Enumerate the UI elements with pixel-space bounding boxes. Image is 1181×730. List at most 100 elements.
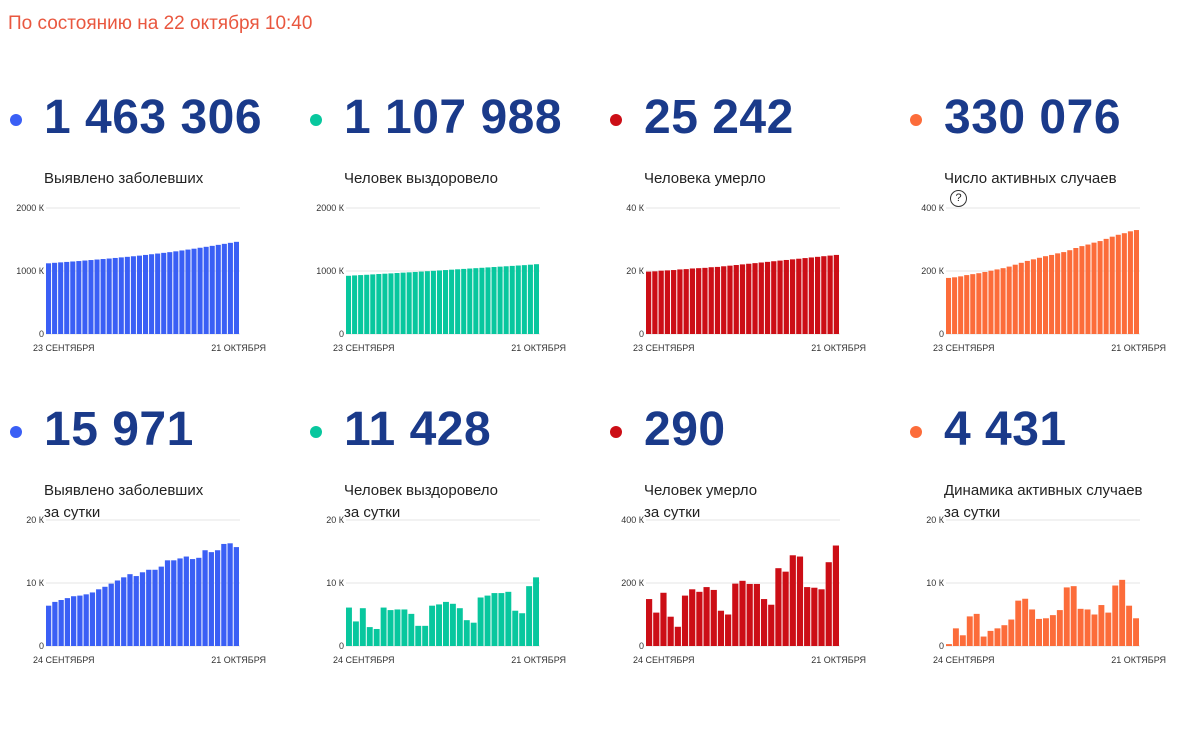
bar [1000,268,1006,334]
bar [203,246,209,334]
bar [179,250,185,334]
bar [1077,608,1084,646]
stat-value: 15 971 [44,403,194,456]
bar [1070,586,1077,646]
bar [380,607,387,646]
bar [443,270,449,335]
stat-value: 25 242 [644,91,794,144]
bar-chart: 0 200 К 400 К 23 СЕНТЯБРЯ 21 ОКТЯБРЯ [921,203,1166,353]
y-tick-label: 10 К [926,578,945,588]
bar [515,265,521,334]
stat-value: 290 [644,403,726,456]
x-start-label: 23 СЕНТЯБРЯ [333,343,395,353]
panel-recovered-total: 1 107 988 Человек выздоровело 0 1000 К 2000 … [310,88,590,418]
bar [415,625,422,646]
y-tick-label: 20 К [326,515,345,525]
legend-dot [310,426,322,438]
bar [1049,615,1056,646]
bar [418,271,424,334]
bar [964,275,970,334]
bar [346,607,352,646]
bar [412,271,418,334]
bar [1006,266,1012,334]
bar [677,269,683,334]
bar [94,259,100,334]
bar [980,636,987,646]
stat-label: Человек выздоровело за сутки [344,480,498,524]
stat-label-line1: Человек выздоровело [344,482,498,499]
bar [752,263,758,335]
bar [717,610,725,646]
bar [1001,625,1008,646]
bar [449,603,456,646]
help-icon[interactable]: ? [950,190,967,207]
bar [1063,587,1070,646]
bar [158,566,164,646]
bar [811,587,818,646]
bar [503,266,509,334]
y-tick-label: 0 [939,329,944,339]
stat-label-line2: за сутки [44,504,101,521]
bar [191,248,197,334]
stat-label: Число активных случаев? [944,168,1117,207]
bar [88,260,94,334]
bar [1043,618,1049,646]
bar [215,244,221,334]
stat-label-line2: за сутки [644,504,701,521]
bar [233,547,239,646]
y-tick-label: 400 К [921,203,945,213]
bar-chart: 0 20 К 40 К 23 СЕНТЯБРЯ 21 ОКТЯБРЯ [626,203,866,353]
y-tick-label: 0 [39,641,44,651]
bar [108,583,114,646]
bar [1055,253,1061,334]
bar [821,256,827,334]
x-end-label: 21 ОКТЯБРЯ [1111,343,1166,353]
bar-chart: 0 200 К 400 К 24 СЕНТЯБРЯ 21 ОКТЯБРЯ [621,515,866,665]
stat-label-line1: Выявлено заболевших [44,170,204,187]
bar [1098,605,1105,646]
bar [966,616,973,646]
bar [46,263,52,334]
bar [1103,238,1109,334]
bar [714,266,721,334]
bar [982,271,988,334]
bar [227,543,233,646]
bar [505,591,512,646]
stat-label-line1: Человека умерло [644,170,766,187]
bar [424,271,430,334]
bar [102,586,108,646]
stat-label-line2: за сутки [944,504,1001,521]
bar [400,272,406,334]
bar [112,257,118,334]
bar [509,265,515,334]
y-tick-label: 10 К [26,578,45,588]
bar [114,580,121,646]
y-tick-label: 0 [639,641,644,651]
bar [121,577,127,646]
bar [139,572,146,646]
x-end-label: 21 ОКТЯБРЯ [811,655,866,665]
bar [71,596,77,646]
bar [1091,242,1097,334]
bar [214,550,221,646]
bar [130,256,136,334]
x-start-label: 24 СЕНТЯБРЯ [633,655,695,665]
bar [782,571,789,646]
bar [758,262,764,334]
bar [455,269,461,334]
bar [696,268,702,334]
bar [727,265,733,334]
bar [366,627,373,646]
bar [364,274,370,334]
bar [952,628,959,646]
bar [1133,618,1139,646]
bar [1112,585,1119,646]
bar [473,268,479,334]
stat-value: 1 463 306 [44,91,263,144]
y-tick-label: 400 К [621,515,645,525]
bar [100,259,106,334]
bar [164,560,171,646]
bar [64,598,71,646]
bar [519,613,526,646]
bar [352,621,359,646]
